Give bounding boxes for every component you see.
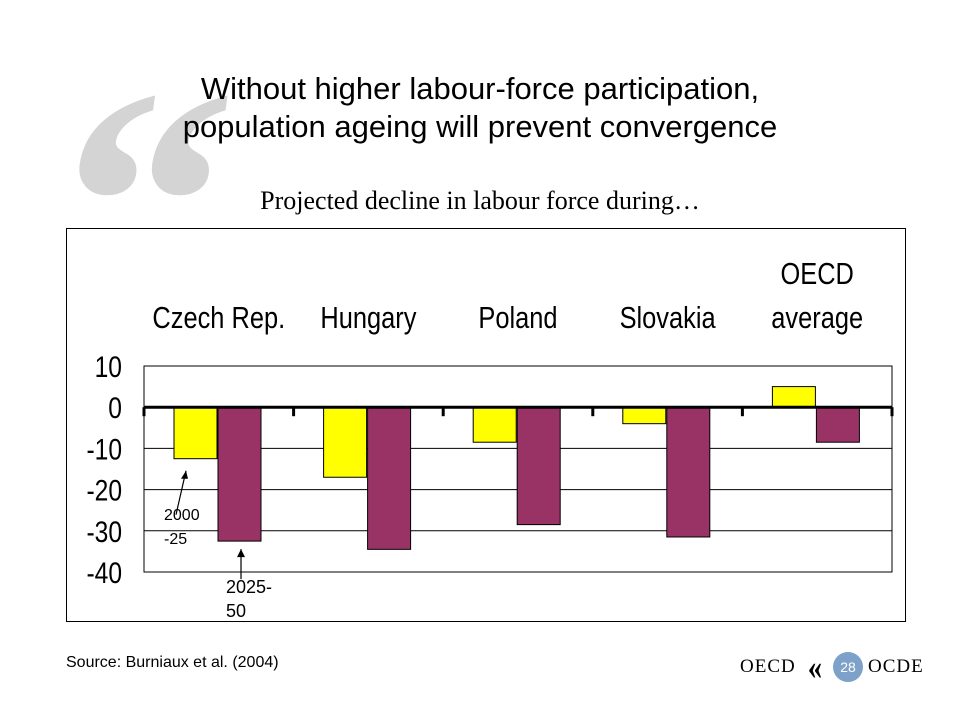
category-label: Poland: [478, 301, 557, 336]
category-label: Slovakia: [620, 301, 716, 336]
bar-chart: 10 0 -10 -20 -30 -40 Czech Rep. Hungary Poland Sl…: [86, 257, 894, 621]
oecd-chevron-icon: «: [807, 647, 823, 687]
bar-2025-50-2: [516, 406, 561, 526]
annotation-arrow-head: [181, 470, 188, 479]
bar-2000-25-4: [771, 386, 816, 408]
oecd-logo-french: OCDE: [868, 656, 924, 677]
y-tick-label: 10: [95, 350, 122, 384]
annotation-label: 50: [226, 601, 246, 621]
page-number-badge: 28: [833, 652, 863, 682]
bar-2025-50-3: [666, 406, 711, 538]
slide-title-line-1: Without higher labour-force participatio…: [200, 71, 760, 106]
annotation-label: -25: [164, 531, 187, 548]
bar-2025-50-0: [217, 406, 262, 542]
bar-2000-25-0: [173, 406, 218, 460]
chart-subtitle: Projected decline in labour force during…: [260, 186, 700, 215]
y-tick-label: 0: [108, 391, 122, 425]
bar-2025-50-1: [367, 406, 412, 550]
slide-title: Without higher labour-force participatio…: [70, 70, 890, 146]
bar-2000-25-1: [323, 406, 368, 478]
category-label: OECD: [780, 257, 853, 292]
category-label: Czech Rep.: [152, 301, 285, 336]
oecd-logo: OECD « 28 OCDE: [740, 647, 940, 687]
annotation-label: 2000: [164, 507, 200, 524]
bar-2025-50-4: [815, 406, 860, 443]
y-tick-label: -20: [86, 473, 122, 507]
bar-2000-25-3: [622, 406, 667, 425]
category-label: Hungary: [320, 301, 417, 336]
y-tick-label: -40: [86, 556, 122, 590]
slide-title-line-2: population ageing will prevent convergen…: [182, 109, 778, 144]
annotation-arrow-head: [237, 549, 245, 558]
y-tick-label: -10: [86, 432, 122, 466]
oecd-logo-english: OECD: [740, 656, 796, 677]
source-note: Source: Burniaux et al. (2004): [66, 654, 279, 671]
category-label: average: [771, 301, 863, 336]
y-tick-label: -30: [86, 514, 122, 548]
annotation-label: 2025-: [226, 577, 272, 597]
bar-2000-25-2: [472, 406, 517, 443]
plot-area: [143, 365, 893, 573]
